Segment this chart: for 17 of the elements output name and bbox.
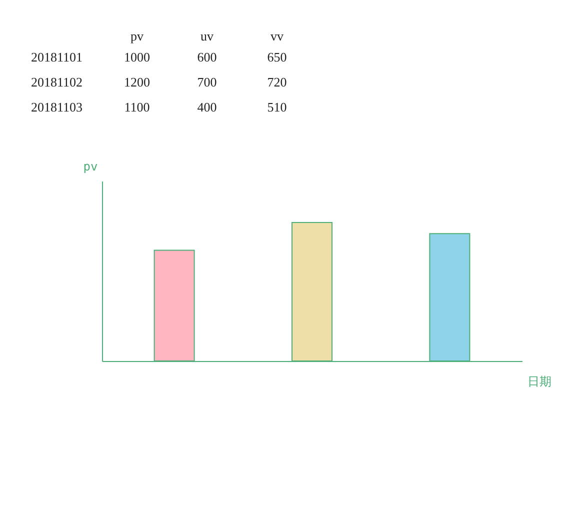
x-axis-title: 日期	[528, 374, 552, 388]
y-tick-label: 20181102	[30, 74, 82, 90]
y-tick-label: 20181101	[30, 50, 82, 64]
y-axis-title: pv	[83, 160, 98, 174]
data-label: 400	[197, 100, 217, 114]
data-label: 700	[197, 74, 217, 90]
data-label: 720	[267, 74, 287, 90]
data-label: 1100	[124, 100, 150, 114]
data-label: 650	[267, 50, 287, 64]
x-tick-label: uv	[200, 28, 214, 44]
data-label: 1000	[124, 50, 150, 64]
data-label: 600	[197, 50, 217, 64]
data-label: 510	[267, 100, 287, 114]
x-tick-label: pv	[130, 28, 144, 44]
x-tick-label: vv	[270, 28, 284, 44]
y-tick-label: 20181103	[30, 100, 82, 114]
data-label: 1200	[124, 74, 150, 90]
